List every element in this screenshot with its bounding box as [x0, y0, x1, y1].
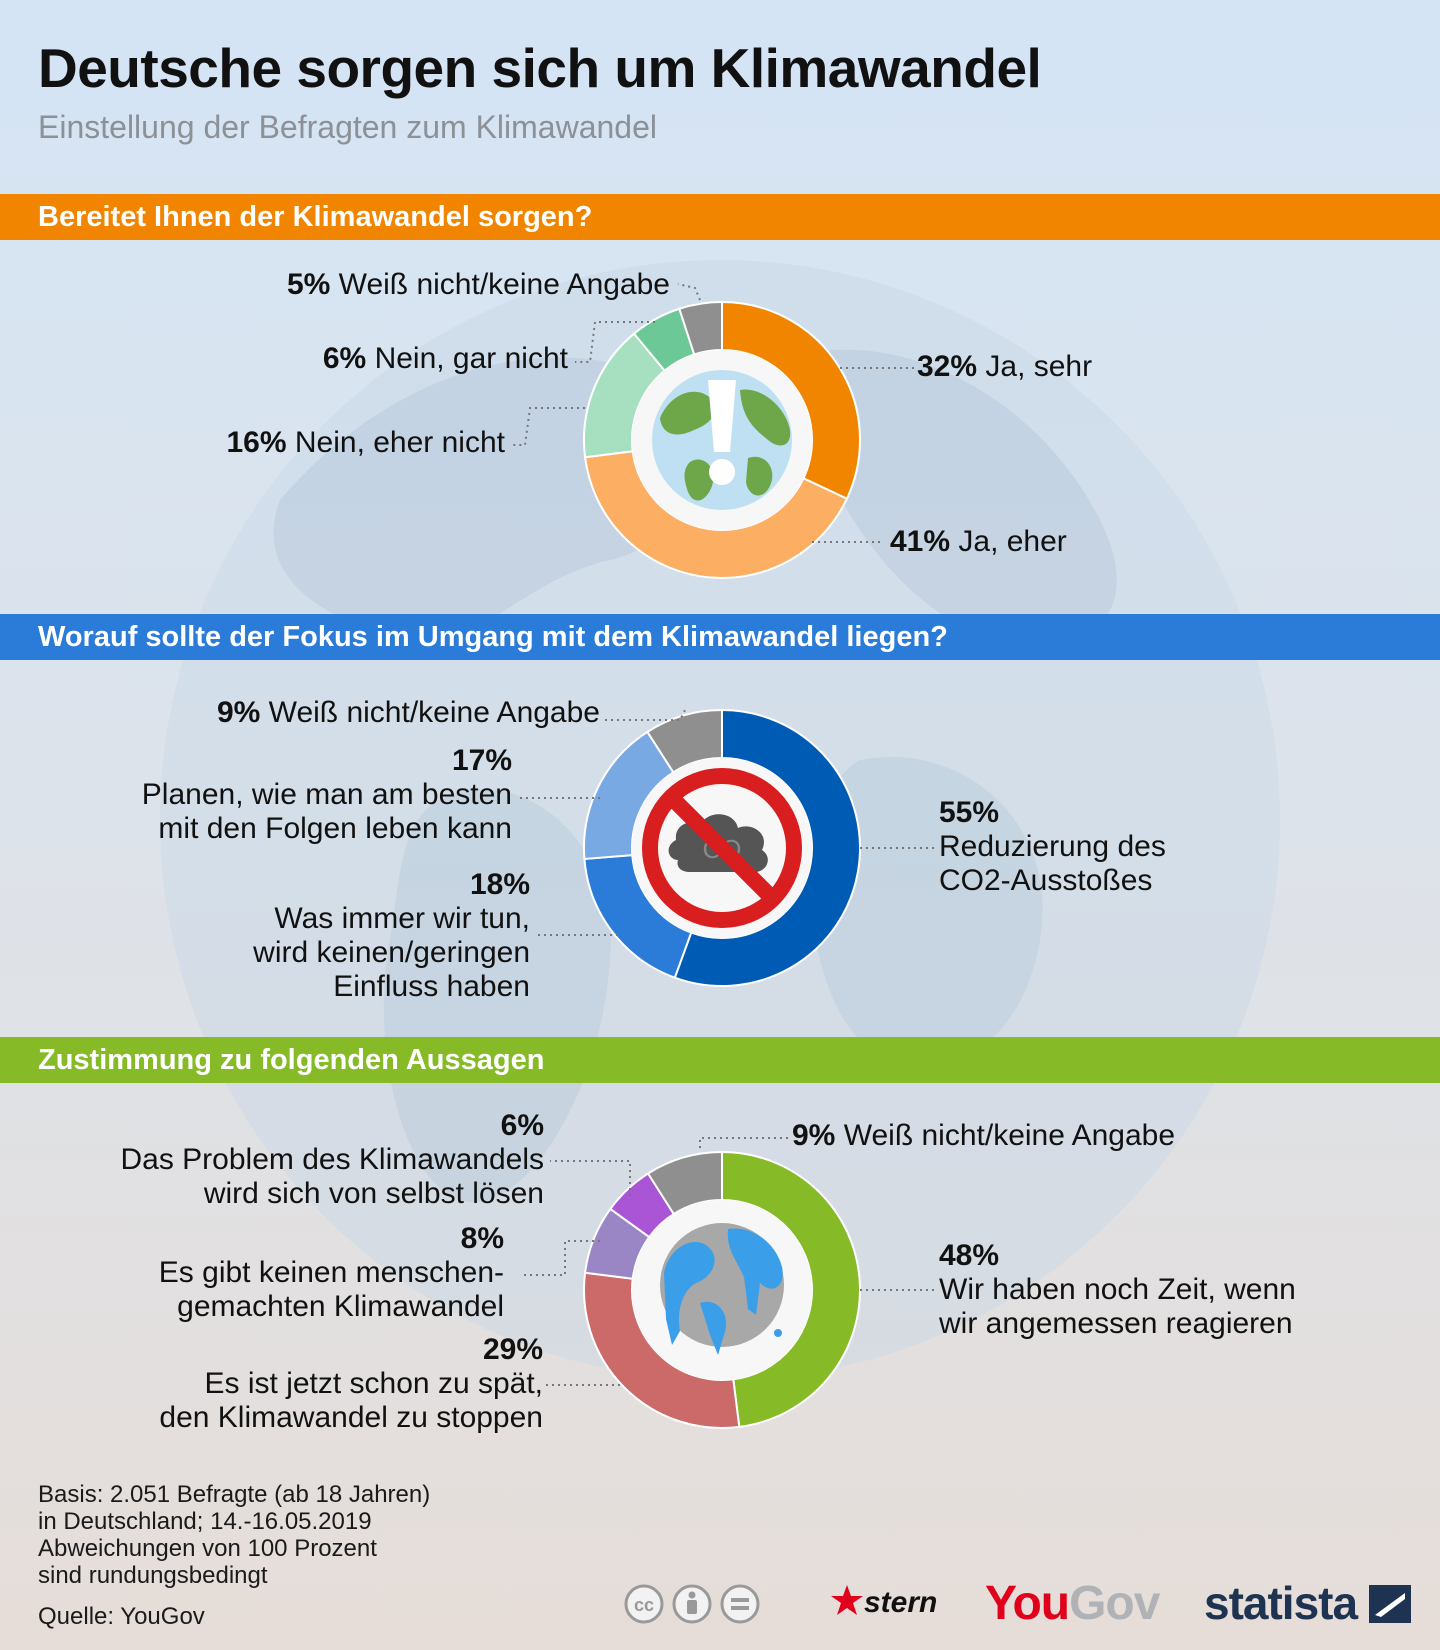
stern-star-icon — [831, 1585, 863, 1615]
page-subtitle: Einstellung der Befragten zum Klimawande… — [38, 109, 657, 145]
label-reduzierung: 55% Reduzierung des CO2-Ausstoßes — [939, 796, 1166, 897]
label-nein-eher-nicht: 16% Nein, eher nicht — [226, 426, 505, 459]
label-zu-spaet: 29% Es ist jetzt schon zu spät, den Klim… — [159, 1333, 543, 1434]
no-derivatives-icon — [720, 1584, 760, 1624]
section-header-zustimmung: Zustimmung zu folgenden Aussagen — [0, 1037, 1440, 1083]
connector-lines — [510, 283, 915, 543]
statista-mark-icon — [1368, 1585, 1411, 1623]
cc-icon: cc — [624, 1584, 664, 1624]
label-noch-zeit: 48% Wir haben noch Zeit, wenn wir angeme… — [939, 1239, 1296, 1340]
melting-globe-icon — [632, 1200, 812, 1380]
label-problem-loest-sich: 6% Das Problem des Klimawandels wird sic… — [120, 1109, 544, 1210]
label-nein-gar-nicht: 6% Nein, gar nicht — [322, 342, 568, 375]
attribution-icon — [672, 1584, 712, 1624]
donut-svg-sorgen — [510, 283, 915, 579]
donut-svg-fokus: CO — [520, 708, 935, 987]
section-header-fokus: Worauf sollte der Fokus im Umgang mit de… — [0, 614, 1440, 660]
label-weiss-nicht-3: 9% Weiß nicht/keine Angabe — [792, 1119, 1176, 1152]
connector-lines — [520, 1137, 935, 1386]
donut-chart-sorgen: 5% Weiß nicht/keine Angabe 6% Nein, gar … — [0, 240, 1440, 614]
donut-svg-zustimmung — [520, 1137, 935, 1429]
statista-logo[interactable]: statista — [1204, 1576, 1411, 1630]
section-header-sorgen: Bereitet Ihnen der Klimawandel sorgen? — [0, 194, 1440, 240]
globe-exclamation-icon — [632, 350, 812, 530]
label-kein-menschengemachter: 8% Es gibt keinen menschen- gemachten Kl… — [158, 1222, 504, 1323]
label-was-immer: 18% Was immer wir tun, wird keinen/gerin… — [253, 868, 530, 1003]
donut-slice-1-0 — [673, 708, 861, 987]
no-co2-icon: CO — [632, 758, 812, 938]
donut-slices — [583, 300, 861, 579]
label-weiss-nicht-1: 5% Weiß nicht/keine Angabe — [286, 268, 670, 301]
footer-basis: Basis: 2.051 Befragte (ab 18 Jahren) in … — [38, 1481, 431, 1589]
label-weiss-nicht-2: 9% Weiß nicht/keine Angabe — [216, 696, 600, 729]
svg-text:cc: cc — [634, 1595, 654, 1615]
stern-logo[interactable]: stern — [830, 1584, 937, 1620]
label-ja-eher: 41% Ja, eher — [890, 525, 1067, 558]
donut-slices — [583, 708, 861, 987]
yougov-logo[interactable]: YouGov — [985, 1577, 1160, 1630]
label-planen: 17% Planen, wie man am besten mit den Fo… — [141, 744, 512, 845]
page-title: Deutsche sorgen sich um Klimawandel — [38, 37, 1042, 99]
donut-chart-fokus: CO 9% Weiß nicht/keine Angabe 17% Planen… — [0, 660, 1440, 1037]
cc-license-icons[interactable]: cc — [624, 1582, 764, 1626]
label-ja-sehr: 32% Ja, sehr — [917, 350, 1093, 383]
footer-source: Quelle: YouGov — [38, 1603, 205, 1630]
connector-lines — [520, 709, 935, 936]
donut-chart-zustimmung: 9% Weiß nicht/keine Angabe 6% Das Proble… — [0, 1083, 1440, 1450]
